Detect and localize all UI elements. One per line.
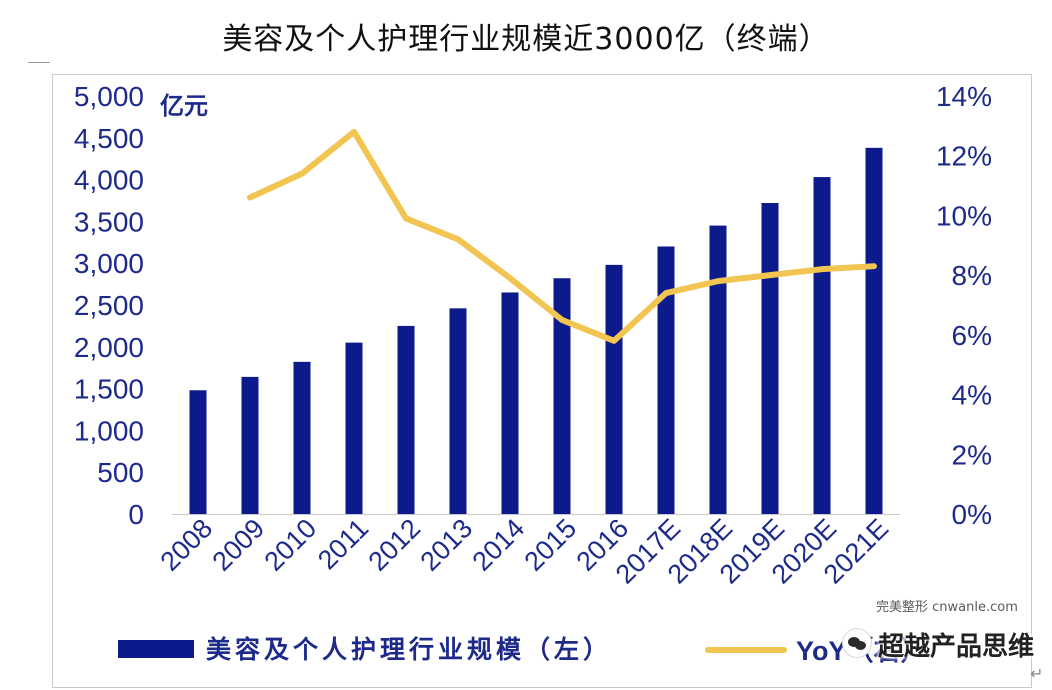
bar bbox=[709, 225, 727, 514]
x-tick-label: 2012 bbox=[363, 513, 427, 577]
yoy-point bbox=[768, 273, 772, 277]
bar bbox=[553, 278, 571, 514]
bar bbox=[657, 246, 675, 515]
y-right-tick-label: 0% bbox=[952, 499, 992, 530]
bar bbox=[501, 292, 519, 514]
bar bbox=[865, 147, 883, 514]
x-tick-label: 2008 bbox=[155, 513, 219, 577]
bar bbox=[397, 325, 415, 514]
y-right-tick-label: 10% bbox=[936, 200, 992, 231]
y-left-tick-label: 2,500 bbox=[74, 290, 144, 321]
legend-swatch-bar bbox=[118, 640, 194, 658]
x-tick-label: 2010 bbox=[259, 513, 323, 577]
yoy-point bbox=[404, 216, 408, 220]
page-title: 美容及个人护理行业规模近3000亿（终端） bbox=[222, 22, 830, 57]
yoy-point bbox=[560, 318, 564, 322]
x-tick-label: 2015 bbox=[519, 513, 583, 577]
yoy-point bbox=[508, 276, 512, 280]
bar bbox=[761, 203, 779, 514]
y-right-tick-label: 12% bbox=[936, 141, 992, 172]
chart-frame bbox=[52, 74, 1032, 688]
x-tick-label: 2014 bbox=[467, 513, 531, 577]
y-left-tick-label: 500 bbox=[97, 457, 144, 488]
y-left-tick-label: 5,000 bbox=[74, 81, 144, 112]
y-left-tick-label: 0 bbox=[128, 499, 144, 530]
return-mark-icon: ↵ bbox=[1030, 664, 1044, 683]
y-left-tick-label: 1,000 bbox=[74, 415, 144, 446]
watermark: 完美整形 cnwanle.com bbox=[876, 600, 1018, 615]
bar bbox=[293, 361, 311, 514]
yoy-point bbox=[612, 339, 616, 343]
x-tick-label: 2011 bbox=[312, 513, 374, 575]
divider-dash bbox=[28, 62, 50, 63]
yoy-point bbox=[716, 279, 720, 283]
y-left-tick-label: 4,500 bbox=[74, 123, 144, 154]
yoy-point bbox=[664, 291, 668, 295]
wechat-icon bbox=[842, 628, 872, 658]
legend-label-bar: 美容及个人护理行业规模（左） bbox=[206, 635, 612, 664]
y-right-tick-label: 2% bbox=[952, 439, 992, 470]
yoy-point bbox=[300, 172, 304, 176]
y-right-tick-label: 4% bbox=[952, 380, 992, 411]
y-left-tick-label: 3,500 bbox=[74, 206, 144, 237]
x-tick-label: 2009 bbox=[207, 513, 271, 577]
bar bbox=[813, 177, 831, 515]
y-left-tick-label: 4,000 bbox=[74, 165, 144, 196]
y-left-tick-label: 2,000 bbox=[74, 332, 144, 363]
bar bbox=[605, 264, 623, 514]
yoy-point bbox=[456, 237, 460, 241]
bar bbox=[345, 342, 363, 514]
yoy-point bbox=[352, 130, 356, 134]
yoy-point bbox=[248, 196, 252, 200]
yoy-point bbox=[872, 264, 876, 268]
y-right-tick-label: 8% bbox=[952, 260, 992, 291]
x-tick-label: 2013 bbox=[415, 513, 479, 577]
y-right-tick-label: 14% bbox=[936, 81, 992, 112]
wechat-account-name: 超越产品思维 bbox=[878, 632, 1035, 662]
y-right-tick-label: 6% bbox=[952, 320, 992, 351]
bar bbox=[189, 390, 207, 514]
yoy-point bbox=[820, 267, 824, 271]
bar bbox=[241, 376, 259, 514]
y-left-unit-label: 亿元 bbox=[160, 93, 208, 120]
bar bbox=[449, 308, 467, 514]
y-left-tick-label: 3,000 bbox=[74, 248, 144, 279]
y-left-tick-label: 1,500 bbox=[74, 374, 144, 405]
